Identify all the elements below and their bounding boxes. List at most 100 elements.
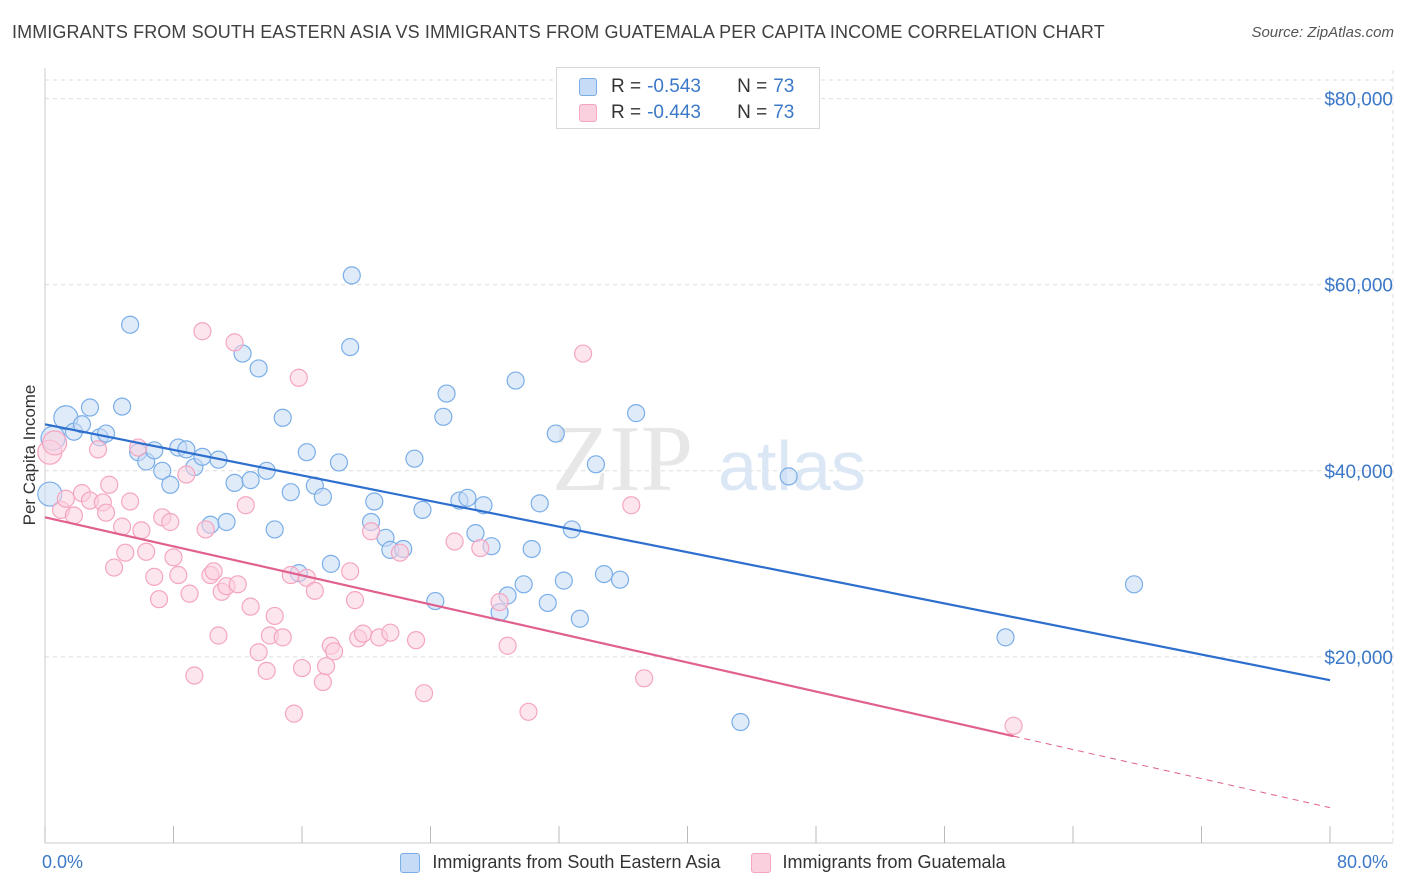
data-point [169, 565, 188, 585]
watermark-atlas: atlas [718, 427, 866, 505]
data-point [731, 712, 750, 732]
data-point [1004, 716, 1023, 735]
legend-row-guatemala: R = -0.443 N = 73 [579, 101, 794, 125]
data-point [161, 512, 180, 532]
data-point [414, 684, 434, 703]
data-point [164, 548, 183, 567]
y-tick-label: $20,000 [1324, 648, 1393, 669]
data-point [249, 359, 268, 378]
data-point [316, 657, 336, 676]
data-point [209, 626, 228, 645]
data-point [413, 500, 432, 519]
y-tick-label: $80,000 [1324, 90, 1393, 111]
data-point [273, 628, 292, 647]
trend-lines [44, 423, 1331, 809]
data-point [132, 521, 151, 540]
y-tick-labels: $20,000 $40,000 $60,000 $80,000 [1324, 90, 1393, 669]
data-point [241, 471, 260, 490]
data-point [313, 672, 332, 692]
legend-r-label: R = [611, 102, 642, 123]
data-point [161, 475, 180, 494]
data-point [305, 581, 324, 600]
data-point [342, 266, 361, 285]
series-legend-item-guatemala: Immigrants from Guatemala [750, 852, 1006, 873]
data-point [56, 489, 75, 508]
data-point [522, 539, 541, 559]
source-label: Source: ZipAtlas.com [1251, 24, 1394, 41]
y-tick-label: $60,000 [1324, 276, 1393, 297]
data-point [96, 424, 116, 443]
data-point [353, 624, 373, 643]
data-point [204, 562, 223, 581]
data-point [405, 449, 424, 468]
data-point [341, 562, 360, 581]
data-point [365, 492, 384, 511]
legend-r-label: R = [611, 76, 642, 97]
data-point [490, 592, 509, 612]
data-point [996, 628, 1015, 647]
data-point [390, 543, 410, 562]
data-point [236, 496, 255, 515]
data-point [519, 702, 538, 721]
legend-swatch-guatemala [579, 104, 597, 122]
data-point [196, 520, 215, 539]
legend-n-value: 73 [773, 102, 795, 123]
data-point [80, 398, 100, 417]
data-point [546, 424, 565, 443]
data-point [594, 564, 614, 584]
data-point [361, 522, 381, 541]
data-point [145, 567, 164, 586]
data-point [341, 337, 360, 357]
data-point [458, 488, 477, 507]
data-point [137, 542, 156, 561]
data-point [257, 461, 276, 480]
data-point [241, 597, 260, 616]
data-point [284, 704, 304, 723]
data-point [437, 384, 456, 403]
data-point [1124, 575, 1144, 594]
data-point [265, 606, 284, 626]
data-point [88, 440, 108, 459]
data-point [112, 397, 132, 416]
legend-r-value: -0.543 [647, 76, 701, 97]
watermark: ZIP atlas [552, 407, 866, 511]
data-point [42, 430, 68, 456]
data-point [779, 467, 798, 486]
data-point [586, 455, 606, 474]
y-axis-title: Per Capita Income [20, 384, 39, 526]
data-point [193, 322, 212, 341]
data-point [506, 371, 525, 390]
data-point [121, 492, 140, 511]
data-point [225, 473, 244, 493]
data-point [265, 520, 284, 539]
series-legend-item-sea: Immigrants from South Eastern Asia [400, 852, 721, 873]
correlation-legend: R = -0.543 N = 73 R = -0.443 N = 73 [556, 67, 820, 129]
x-tick-label-min: 0.0% [42, 852, 84, 872]
data-point [498, 636, 517, 655]
data-point [445, 532, 464, 551]
data-point [177, 465, 196, 484]
data-point [292, 658, 312, 678]
data-point [153, 461, 172, 480]
data-point [381, 623, 400, 642]
data-point [217, 512, 236, 532]
data-point [626, 404, 646, 423]
data-point [281, 483, 300, 502]
data-point [610, 570, 630, 589]
data-point [72, 415, 92, 434]
data-point [406, 631, 426, 650]
legend-row-sea: R = -0.543 N = 73 [579, 75, 794, 99]
data-point [554, 571, 573, 590]
legend-n-label: N = [737, 102, 768, 123]
data-point [471, 538, 490, 558]
chart-title: IMMIGRANTS FROM SOUTH EASTERN ASIA VS IM… [12, 22, 1105, 42]
legend-swatch-sea [579, 78, 597, 96]
data-point [225, 333, 244, 352]
data-point [180, 584, 199, 603]
data-point [116, 543, 135, 562]
legend-n-label: N = [737, 76, 768, 97]
series-label-sea: Immigrants from South Eastern Asia [432, 852, 721, 872]
data-point [345, 591, 365, 610]
series-legend: Immigrants from South Eastern Asia Immig… [0, 852, 1406, 873]
